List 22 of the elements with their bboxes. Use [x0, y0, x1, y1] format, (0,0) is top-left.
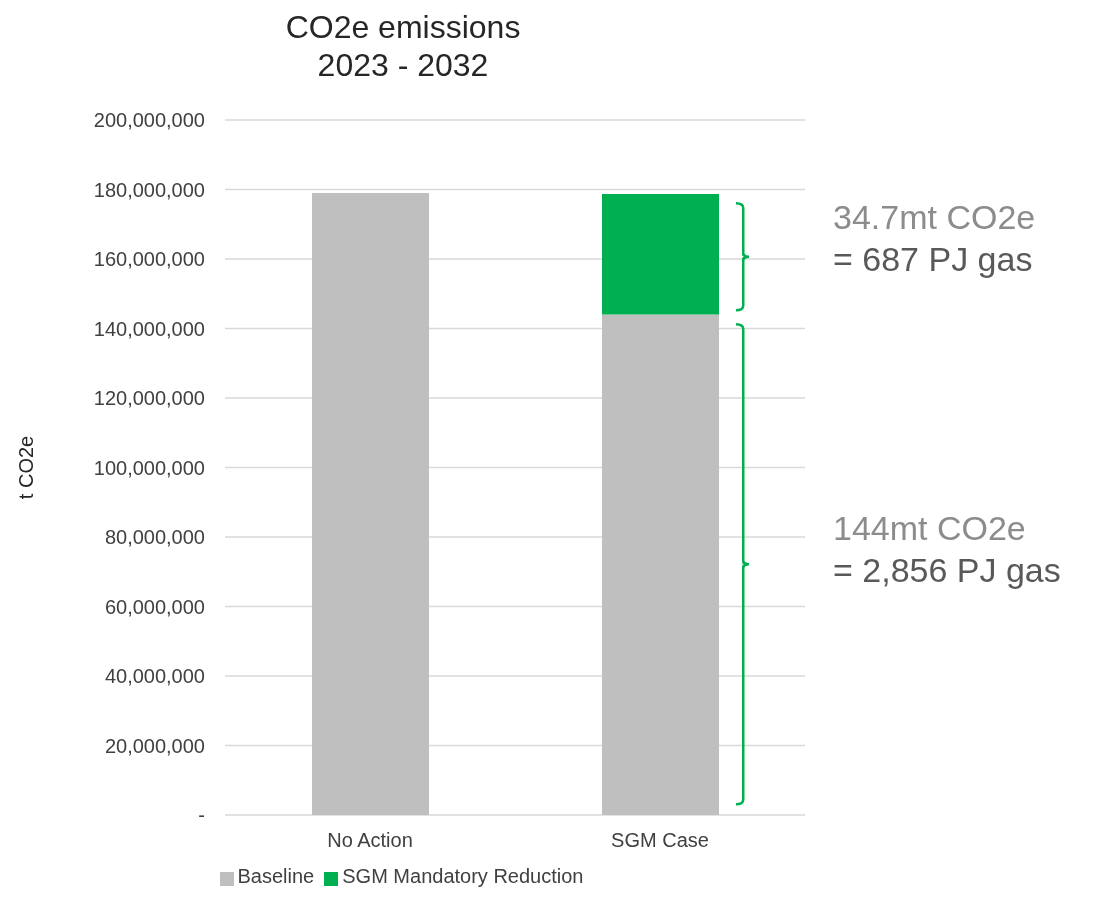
x-tick-label: No Action: [327, 829, 413, 852]
bar: [602, 194, 719, 315]
y-tick-label: 100,000,000: [93, 456, 205, 479]
y-tick-label: 60,000,000: [104, 595, 205, 618]
y-tick-label: 180,000,000: [93, 178, 205, 201]
y-tick-label: 120,000,000: [93, 387, 205, 410]
text: 34.7mt CO2e = 687 PJ gas: [833, 197, 1036, 281]
chart-title: CO2e emissions 2023 - 2032: [284, 8, 522, 84]
text: 144mt CO2e = 2,856 PJ gas: [833, 507, 1061, 591]
legend-label: SGM Mandatory Reduction: [342, 865, 584, 887]
bar: [602, 314, 719, 815]
bar: [312, 192, 429, 815]
y-tick-label: 160,000,000: [93, 248, 205, 271]
y-tick-label: 140,000,000: [93, 317, 205, 340]
y-tick-label: 80,000,000: [104, 526, 205, 549]
y-tick-label: 40,000,000: [104, 665, 205, 688]
y-tick-label: -: [198, 804, 205, 827]
y-tick-label: 20,000,000: [104, 734, 205, 757]
legend-label: Baseline: [237, 865, 315, 887]
y-axis-title: t CO2e: [15, 435, 38, 500]
y-tick-label: 200,000,000: [93, 109, 205, 132]
x-tick-label: SGM Case: [611, 829, 709, 852]
